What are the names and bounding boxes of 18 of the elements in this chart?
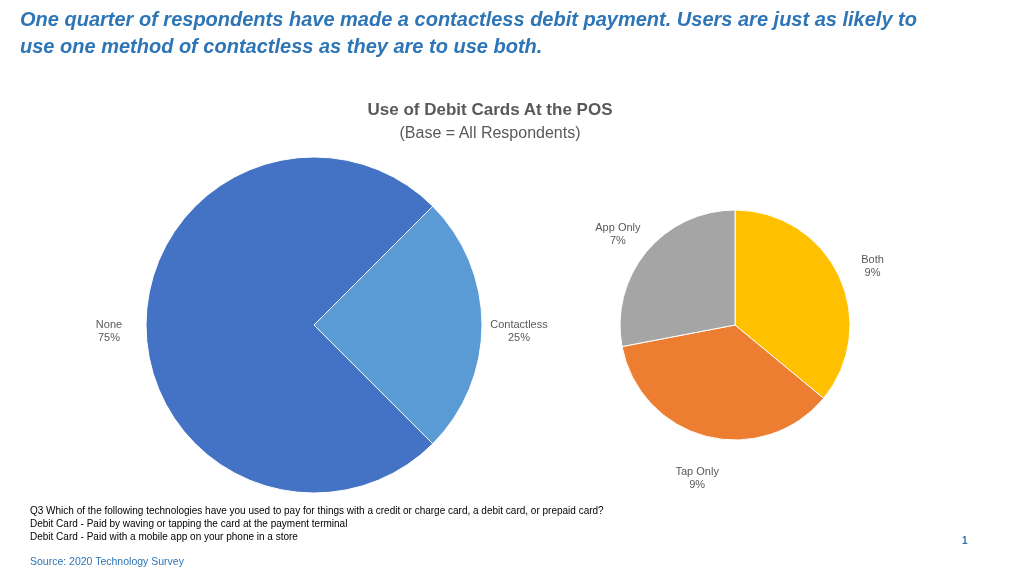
data-label: 9% [864,266,881,279]
slice-label: Both [861,253,884,266]
slice-label: None [95,318,123,330]
slice-label: Contactless [490,318,549,330]
chart-title: Use of Debit Cards At the POS [366,100,614,120]
data-label: 75% [97,331,121,343]
text: One quarter of respondents have made a contactless debit payment. Users are just as likely to use one method of contactless as they are to use both. [20,7,918,59]
source-note: Source: 2020 Technology Survey [30,555,184,567]
slice-label: Tap Only [675,465,720,478]
slice-label: App Only [595,221,641,234]
chart-subtitle: (Base = All Respondents) [398,124,582,142]
data-label: 9% [689,478,706,491]
text: Debit Card - Paid by waving or tapping the card at the payment terminal [30,517,349,530]
text: Q3 Which of the following technologies have you used to pay for things with a credit or charge card, a debit card, or prepaid card? [30,504,604,517]
text: 1 [962,535,968,546]
data-label: 7% [609,234,627,247]
data-label: 25% [507,331,531,343]
text: Debit Card - Paid with a mobile app on your phone in a store [30,530,299,543]
